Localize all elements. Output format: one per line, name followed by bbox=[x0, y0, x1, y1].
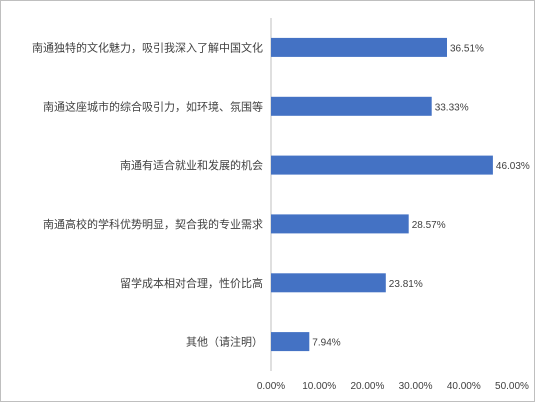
x-tick-label-0: 0.00% bbox=[257, 381, 285, 392]
x-tick-label-3: 30.00% bbox=[399, 381, 433, 392]
value-label-4: 23.81% bbox=[389, 279, 423, 290]
value-label-2: 46.03% bbox=[496, 161, 530, 172]
value-label-1: 33.33% bbox=[435, 102, 469, 113]
value-label-5: 7.94% bbox=[312, 338, 340, 349]
category-label-2: 南通有适合就业和发展的机会 bbox=[120, 158, 263, 172]
bar-1 bbox=[271, 96, 432, 116]
bar-2 bbox=[271, 155, 493, 175]
bar-0 bbox=[271, 37, 447, 57]
category-label-0: 南通独特的文化魅力，吸引我深入了解中国文化 bbox=[32, 40, 263, 54]
value-label-0: 36.51% bbox=[450, 43, 484, 54]
x-tick-label-4: 40.00% bbox=[447, 381, 481, 392]
bar-3 bbox=[271, 214, 409, 234]
category-label-1: 南通这座城市的综合吸引力，如环境、氛围等 bbox=[43, 99, 263, 113]
bar-5 bbox=[271, 332, 310, 352]
category-label-5: 其他（请注明） bbox=[186, 335, 263, 349]
x-tick-label-5: 50.00% bbox=[495, 381, 529, 392]
value-label-3: 28.57% bbox=[412, 220, 446, 231]
category-label-4: 留学成本相对合理，性价比高 bbox=[120, 276, 263, 290]
x-tick-label-1: 10.00% bbox=[302, 381, 336, 392]
x-tick-label-2: 20.00% bbox=[350, 381, 384, 392]
category-label-3: 南通高校的学科优势明显，契合我的专业需求 bbox=[43, 217, 263, 231]
bar-4 bbox=[271, 273, 386, 293]
